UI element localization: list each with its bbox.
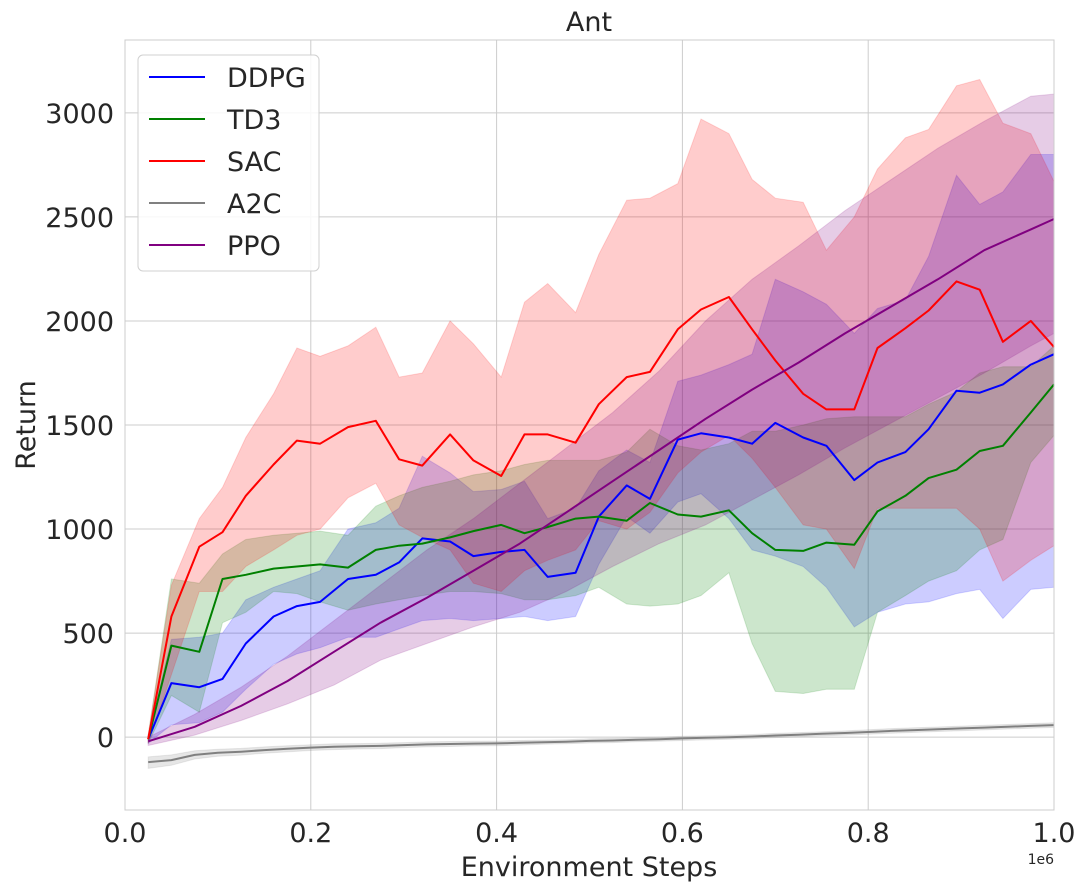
legend-box xyxy=(137,54,320,272)
sac-line xyxy=(147,280,1055,740)
td3-line xyxy=(147,383,1055,740)
legend-label-ppo: PPO xyxy=(227,231,281,262)
y-tick-label: 2500 xyxy=(45,203,114,234)
y-tick-label: 500 xyxy=(62,619,114,650)
x-tick-label: 0.0 xyxy=(104,818,147,849)
x-tick-label: 0.8 xyxy=(847,818,890,849)
plot-frame xyxy=(124,39,1055,811)
legend: DDPG TD3 SAC A2C PPO xyxy=(137,54,320,272)
y-tick-labels: 0 500 1000 1500 2000 2500 3000 xyxy=(45,99,114,754)
x-offset-label: 1e6 xyxy=(1028,852,1055,868)
x-tick-label: 0.4 xyxy=(475,818,518,849)
y-tick-label: 3000 xyxy=(45,99,114,130)
y-tick-label: 1000 xyxy=(45,515,114,546)
a2c-line xyxy=(148,724,1055,764)
legend-label-sac: SAC xyxy=(227,147,282,178)
grid xyxy=(124,40,1055,810)
legend-label-td3: TD3 xyxy=(226,105,281,136)
x-tick-label: 0.6 xyxy=(661,818,704,849)
y-axis-title: Return xyxy=(11,380,42,470)
chart-title: Ant xyxy=(566,7,612,38)
series-lines xyxy=(147,218,1055,764)
y-tick-label: 0 xyxy=(97,723,114,754)
legend-label-ddpg: DDPG xyxy=(227,63,306,94)
x-tick-label: 1.0 xyxy=(1033,818,1076,849)
ppo-line xyxy=(147,218,1055,743)
x-tick-labels: 0.0 0.2 0.4 0.6 0.8 1.0 xyxy=(104,818,1076,849)
x-tick-label: 0.2 xyxy=(289,818,332,849)
y-tick-label: 1500 xyxy=(45,411,114,442)
legend-label-a2c: A2C xyxy=(227,189,282,220)
x-axis-title: Environment Steps xyxy=(461,852,718,883)
y-tick-label: 2000 xyxy=(45,307,114,338)
